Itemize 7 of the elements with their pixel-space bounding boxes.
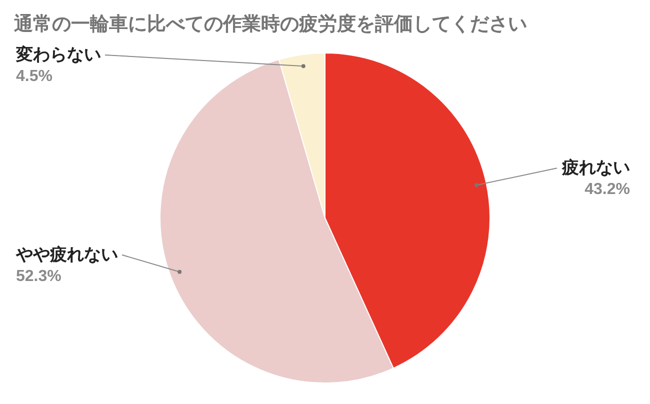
chart-title: 通常の一輪車に比べての作業時の疲労度を評価してください <box>13 13 527 35</box>
slice-label: 変わらない <box>15 45 101 64</box>
data-label: 52.3% <box>16 268 62 285</box>
slice-label: やや疲れない <box>15 244 118 264</box>
slice-label: 疲れない <box>561 158 630 178</box>
data-label: 4.5% <box>16 68 52 85</box>
data-label: 43.2% <box>584 181 630 198</box>
